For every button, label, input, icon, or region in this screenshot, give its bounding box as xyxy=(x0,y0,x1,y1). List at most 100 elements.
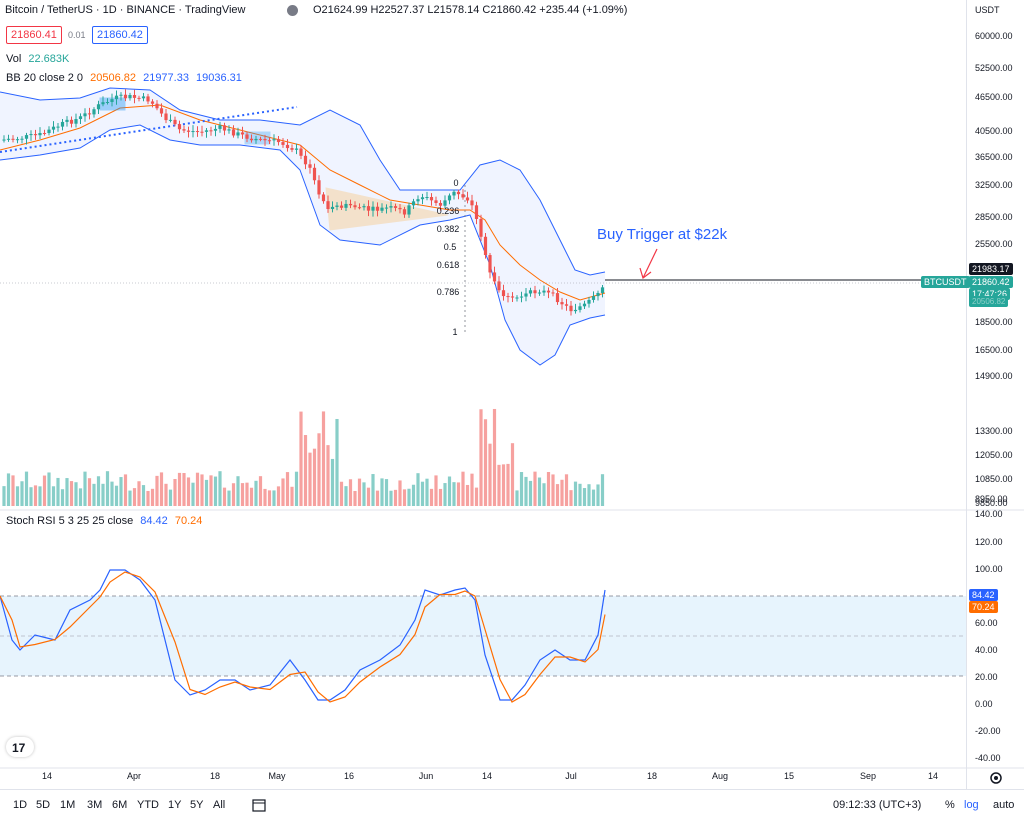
volume-bar xyxy=(497,464,501,506)
candle-body xyxy=(582,303,587,307)
axis-currency[interactable]: USDT xyxy=(975,5,1000,15)
volume-bar xyxy=(218,471,222,506)
candle-body xyxy=(249,138,254,141)
candle-body xyxy=(308,164,312,168)
candle-body xyxy=(195,131,200,133)
price-axis[interactable]: USDT 60000.00 52500.00 46500.00 40500.00 365… xyxy=(966,0,1024,789)
volume-bar xyxy=(353,490,357,506)
eye-icon[interactable] xyxy=(287,5,298,16)
candle-body xyxy=(371,206,375,211)
volume-bar xyxy=(456,482,461,506)
candle-body xyxy=(321,194,326,202)
volume-legend[interactable]: Vol 22.683K xyxy=(6,53,69,65)
candle-body xyxy=(200,131,204,133)
candle-body xyxy=(218,125,222,129)
auto-toggle[interactable]: auto xyxy=(993,799,1015,811)
gear-icon[interactable] xyxy=(988,770,1004,786)
candle-body xyxy=(29,134,33,136)
candle-body xyxy=(411,201,416,206)
candle-body xyxy=(425,197,429,199)
volume-bar xyxy=(330,458,335,506)
volume-bar xyxy=(281,478,285,506)
volume-bar xyxy=(506,463,510,506)
log-toggle[interactable]: log xyxy=(964,799,979,811)
volume-bar xyxy=(317,433,321,506)
volume-bar xyxy=(564,474,569,506)
candle-body xyxy=(456,191,461,195)
bid-price[interactable]: 21860.41 xyxy=(6,26,62,44)
volume-bar xyxy=(362,482,366,506)
volume-bar xyxy=(321,411,326,506)
volume-value: 22.683K xyxy=(28,53,70,65)
time-tick-label: 15 xyxy=(784,771,794,781)
candle-body xyxy=(366,206,371,211)
time-tick-label: 18 xyxy=(647,771,657,781)
volume-bar xyxy=(519,472,524,506)
volume-bar xyxy=(240,483,245,506)
candle-body xyxy=(15,139,20,141)
highlight-box xyxy=(244,131,271,145)
stoch-k-line xyxy=(0,569,606,701)
candlesticks[interactable] xyxy=(2,89,605,316)
candle-body xyxy=(447,195,452,201)
calendar-range-icon[interactable] xyxy=(252,798,266,812)
trendline-drawing xyxy=(0,106,298,153)
time-tick-label: 14 xyxy=(42,771,52,781)
volume-bar xyxy=(596,484,600,506)
volume-bar xyxy=(443,483,447,506)
annotation-arrow[interactable] xyxy=(639,248,658,279)
volume-bar xyxy=(42,475,47,506)
volume-bar xyxy=(591,489,596,506)
timeframe-button[interactable]: 1Y xyxy=(168,799,182,811)
candle-body xyxy=(137,97,141,99)
volume-bar xyxy=(542,483,546,506)
candle-body xyxy=(600,287,605,293)
volume-bar xyxy=(47,472,51,506)
percent-toggle[interactable]: % xyxy=(945,799,955,811)
timeframe-button[interactable]: 5Y xyxy=(190,799,204,811)
candle-body xyxy=(416,199,420,202)
bb-legend[interactable]: BB 20 close 2 0 20506.82 21977.33 19036.… xyxy=(6,72,242,84)
candle-body xyxy=(281,142,285,145)
volume-bar xyxy=(173,478,177,506)
volume-bar xyxy=(501,464,506,506)
volume-bar xyxy=(209,475,213,506)
volume-bar xyxy=(87,478,92,506)
candle-body xyxy=(141,96,146,99)
fib-retracement[interactable]: 0 0.236 0.382 0.5 0.618 0.786 1 xyxy=(437,178,466,337)
candle-body xyxy=(312,167,317,181)
timeframe-button[interactable]: 5D xyxy=(36,799,51,811)
timeframe-button[interactable]: All xyxy=(213,799,226,811)
time-tick-label: Apr xyxy=(127,771,141,781)
candle-body xyxy=(231,129,236,136)
stoch-tick-label: -40.00 xyxy=(975,753,1001,763)
candle-body xyxy=(101,102,105,105)
tradingview-logo-icon[interactable]: 17 xyxy=(6,737,34,757)
volume-bar xyxy=(60,489,65,506)
stoch-legend[interactable]: Stoch RSI 5 3 25 25 close 84.42 70.24 xyxy=(6,515,202,527)
timeframe-button[interactable]: 1D xyxy=(13,799,28,811)
candle-body xyxy=(569,305,573,312)
timeframe-button[interactable]: 6M xyxy=(112,799,128,811)
timeframe-button[interactable]: 3M xyxy=(87,799,103,811)
bb-lower-line xyxy=(0,124,606,366)
candle-body xyxy=(227,129,231,131)
stoch-label: Stoch RSI 5 3 25 25 close xyxy=(6,515,134,527)
candle-body xyxy=(317,180,321,195)
volume-bar xyxy=(24,471,29,506)
timeframe-button[interactable]: 1M xyxy=(60,799,76,811)
ask-price[interactable]: 21860.42 xyxy=(92,26,148,44)
candle-body xyxy=(326,201,330,210)
timeframe-button[interactable]: YTD xyxy=(137,799,159,811)
buy-trigger-annotation[interactable]: Buy Trigger at $22k xyxy=(597,226,728,243)
candle-body xyxy=(213,128,218,131)
candle-body xyxy=(96,104,101,110)
volume-bar xyxy=(186,477,191,506)
time-axis[interactable]: 14 Apr 18 May 16 Jun 14 Jul 18 Aug 15 Sep 14 xyxy=(42,771,938,781)
volume-bar xyxy=(488,443,492,506)
symbol-title[interactable]: Bitcoin / TetherUS · 1D · BINANCE · Trad… xyxy=(5,4,246,16)
clock-timezone[interactable]: 09:12:33 (UTC+3) xyxy=(833,799,922,811)
volume-bar xyxy=(182,473,186,506)
bb-label: BB 20 close 2 0 xyxy=(6,72,84,84)
